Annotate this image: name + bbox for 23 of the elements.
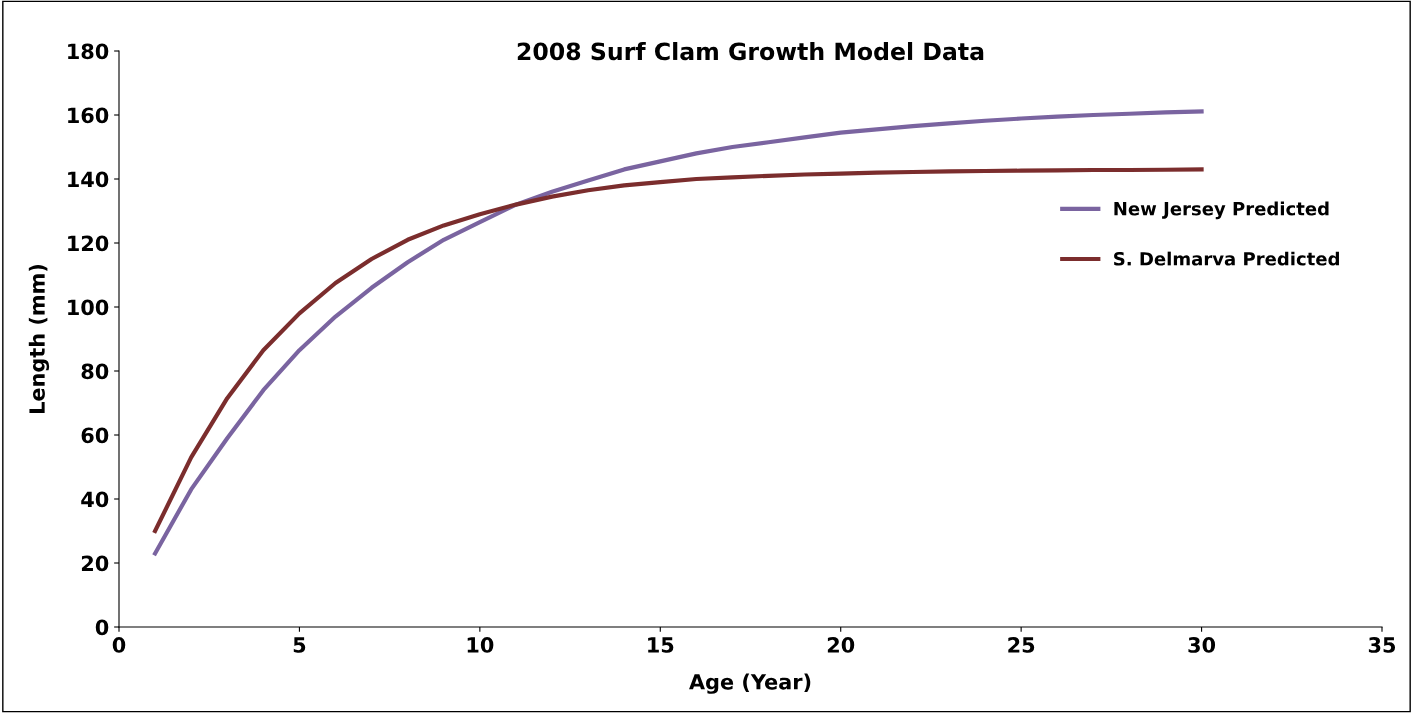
y-tick-label: 60 xyxy=(81,427,109,444)
y-tick-label: 100 xyxy=(68,299,109,316)
y-axis-title: Length (mm) xyxy=(28,264,50,413)
y-tick-label: 80 xyxy=(81,363,109,380)
legend-label: New Jersey Predicted xyxy=(1114,201,1329,220)
y-tick-label: 120 xyxy=(68,235,109,252)
x-tick-label: 0 xyxy=(112,637,126,653)
y-tick-label: 20 xyxy=(81,555,109,572)
chart-title: 2008 Surf Clam Growth Model Data xyxy=(517,42,984,61)
x-axis-title: Age (Year) xyxy=(689,673,811,694)
y-tick-label: 0 xyxy=(95,619,109,636)
x-tick-label: 10 xyxy=(467,637,494,653)
legend-label: S. Delmarva Predicted xyxy=(1114,251,1339,266)
y-tick-label: 160 xyxy=(68,107,109,124)
y-tick-label: 140 xyxy=(68,171,109,188)
x-tick-label: 30 xyxy=(1188,637,1216,653)
x-tick-label: 35 xyxy=(1368,637,1396,653)
x-tick-label: 5 xyxy=(293,637,306,653)
y-tick-label: 180 xyxy=(68,43,109,60)
x-tick-label: 20 xyxy=(827,637,855,653)
x-tick-label: 25 xyxy=(1008,637,1035,653)
x-tick-label: 15 xyxy=(648,637,674,653)
y-tick-label: 40 xyxy=(81,491,109,508)
